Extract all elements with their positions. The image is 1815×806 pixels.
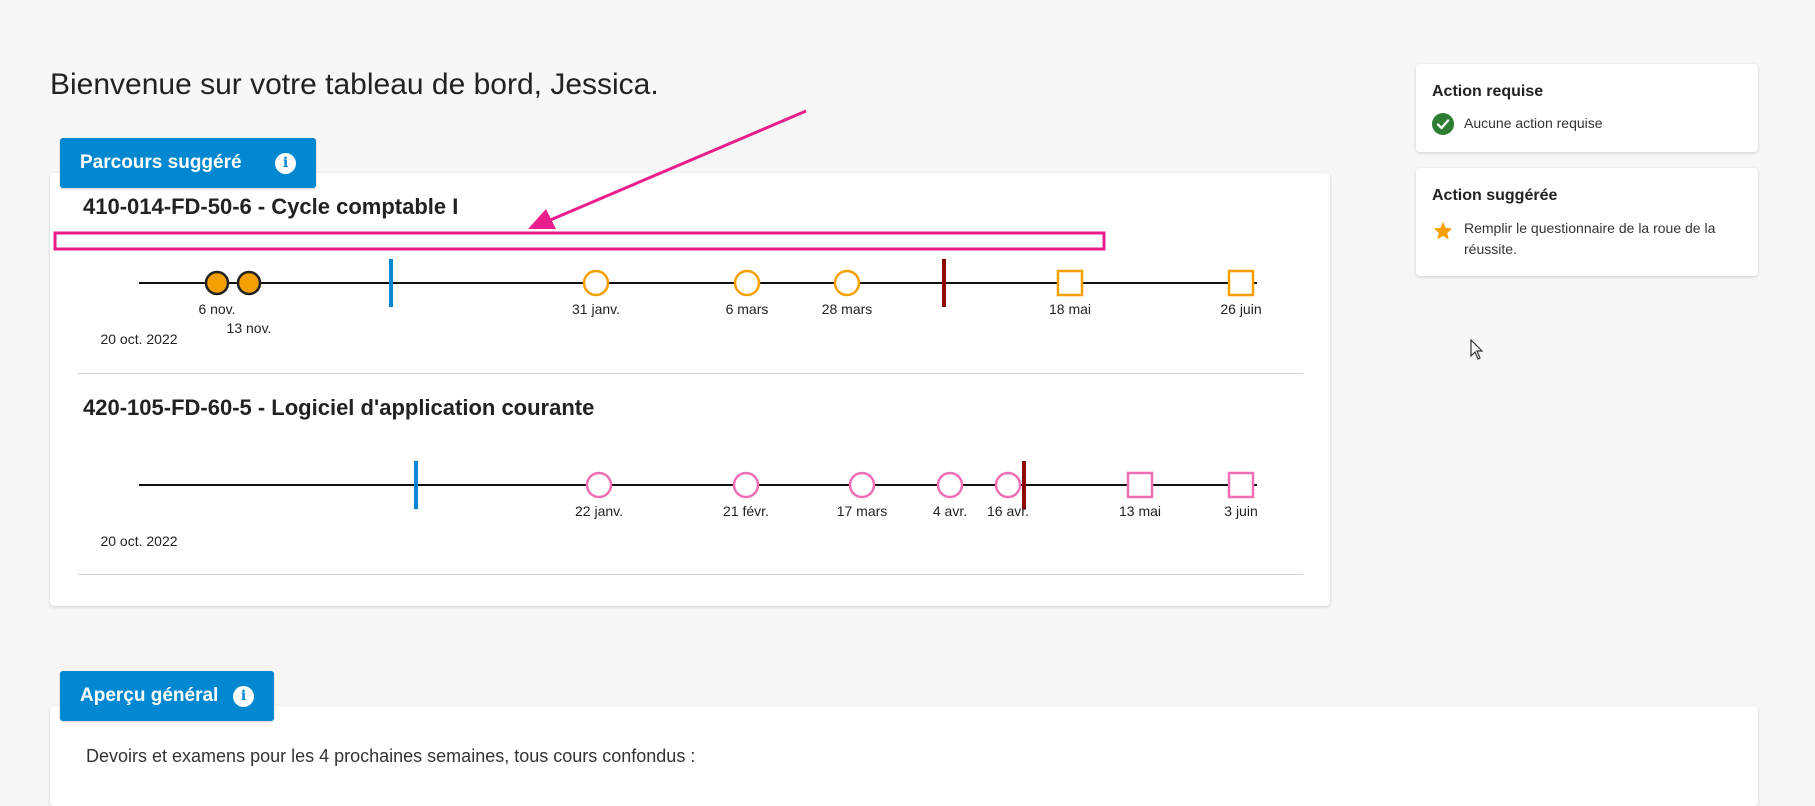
action-suggeree-text[interactable]: Remplir le questionnaire de la roue de l… [1464, 220, 1716, 257]
action-suggeree-title: Action suggérée [1432, 187, 1558, 204]
action-requise-card: Action requise Aucune action requise [1416, 64, 1758, 152]
info-icon[interactable]: i [275, 152, 296, 174]
mouse-cursor-icon [1470, 339, 1484, 360]
course-divider [78, 574, 1303, 575]
action-requise-title: Action requise [1432, 83, 1544, 100]
apercu-general-tab[interactable]: Aperçu général i [60, 671, 274, 721]
info-icon[interactable]: i [233, 685, 254, 707]
check-circle-icon [1432, 113, 1454, 135]
apercu-general-label: Aperçu général [80, 685, 219, 706]
parcours-card [50, 173, 1330, 606]
action-suggeree-row[interactable]: Remplir le questionnaire de la roue de l… [1432, 218, 1744, 260]
parcours-suggere-label: Parcours suggéré [80, 152, 242, 173]
course-divider [78, 373, 1303, 374]
apercu-card: Devoirs et examens pour les 4 prochaines… [50, 706, 1758, 806]
action-suggeree-card: Action suggérée Remplir le questionnaire… [1416, 168, 1758, 276]
welcome-heading: Bienvenue sur votre tableau de bord, Jes… [50, 68, 659, 101]
action-requise-text: Aucune action requise [1464, 115, 1603, 131]
action-requise-row: Aucune action requise [1432, 113, 1744, 135]
course-title[interactable]: 410-014-FD-50-6 - Cycle comptable I [83, 194, 459, 219]
parcours-suggere-tab[interactable]: Parcours suggéré i [60, 138, 316, 188]
star-icon [1432, 220, 1454, 242]
apercu-description: Devoirs et examens pour les 4 prochaines… [86, 746, 696, 766]
course-title[interactable]: 420-105-FD-60-5 - Logiciel d'application… [83, 395, 595, 420]
